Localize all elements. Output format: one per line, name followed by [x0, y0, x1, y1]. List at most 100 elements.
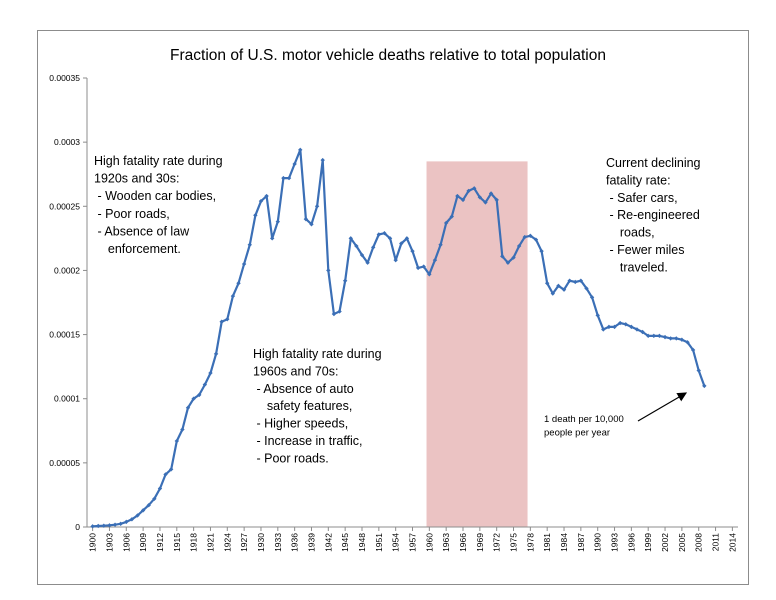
data-point — [241, 261, 247, 267]
data-point — [488, 191, 494, 196]
data-point — [460, 197, 466, 203]
x-tick-label: 1960 — [424, 533, 434, 552]
data-point — [331, 311, 337, 317]
data-point — [679, 337, 685, 342]
data-point — [202, 382, 208, 387]
annotation-arrow — [637, 392, 688, 422]
data-point — [253, 213, 258, 218]
data-point — [236, 281, 241, 286]
x-tick-label: 1999 — [643, 533, 653, 552]
x-tick-label: 1975 — [509, 533, 519, 552]
data-point — [472, 186, 477, 191]
data-point — [617, 320, 623, 326]
annotation-1-per-10000: 1 death per 10,000 people per year — [544, 414, 624, 439]
data-point — [573, 279, 578, 285]
data-point — [365, 260, 370, 265]
annotation-1920s-30s: High fatality rate during 1920s and 30s: … — [94, 154, 223, 256]
data-point — [213, 351, 219, 357]
data-point — [309, 222, 314, 227]
x-tick-label: 2002 — [660, 533, 670, 552]
data-point — [157, 486, 163, 491]
data-point — [410, 248, 415, 254]
x-tick-label: 1963 — [441, 533, 451, 552]
x-tick-label: 2005 — [677, 533, 687, 552]
data-point — [584, 286, 589, 291]
series-line — [92, 148, 706, 528]
x-tick-label: 1933 — [273, 533, 283, 552]
data-point — [612, 324, 617, 330]
data-point — [286, 175, 292, 181]
y-tick-label: 0.00015 — [49, 330, 80, 340]
data-point — [96, 523, 101, 529]
data-point — [640, 329, 645, 335]
data-point — [550, 291, 556, 296]
data-point — [359, 252, 365, 258]
data-point — [443, 220, 449, 226]
data-point — [421, 264, 426, 269]
data-point — [415, 265, 421, 271]
x-tick-label: 1912 — [155, 533, 165, 552]
data-point — [494, 197, 499, 203]
data-point — [634, 327, 640, 332]
data-point — [646, 333, 651, 339]
data-point — [404, 236, 410, 241]
data-point — [662, 334, 668, 340]
data-point — [107, 523, 112, 528]
data-point — [696, 368, 701, 373]
highlight-band-1960s-70s — [426, 161, 528, 527]
x-tick-label: 1957 — [408, 533, 418, 552]
data-point — [505, 260, 511, 265]
data-point — [197, 392, 202, 398]
x-tick-label: 1900 — [88, 533, 98, 552]
data-point — [432, 257, 438, 263]
x-tick-label: 1978 — [525, 533, 535, 552]
x-tick-label: 1972 — [492, 533, 502, 552]
data-point — [191, 396, 196, 401]
x-tick-label: 1981 — [542, 533, 552, 552]
x-tick-label: 1987 — [576, 533, 586, 552]
x-tick-label: 1996 — [626, 533, 636, 552]
x-tick-label: 1924 — [222, 533, 232, 552]
data-point — [112, 522, 118, 527]
x-tick-label: 1939 — [306, 533, 316, 552]
data-point — [427, 272, 432, 277]
y-tick-label: 0.00005 — [49, 458, 80, 468]
data-point — [281, 175, 286, 181]
data-point — [174, 438, 179, 444]
x-tick-label: 1969 — [475, 533, 485, 552]
data-point — [556, 283, 561, 289]
data-point — [258, 198, 264, 204]
data-point — [382, 231, 387, 236]
x-tick-label: 1921 — [205, 533, 215, 552]
data-point — [578, 278, 584, 283]
data-point — [651, 333, 657, 339]
data-point — [685, 340, 690, 345]
y-tick-label: 0 — [75, 522, 80, 532]
data-point — [657, 333, 662, 339]
data-point — [292, 161, 297, 167]
x-tick-label: 1993 — [610, 533, 620, 552]
data-point — [225, 316, 230, 322]
x-tick-label: 1945 — [340, 533, 350, 552]
x-tick-label: 1954 — [391, 533, 401, 552]
data-point — [387, 236, 393, 241]
data-point — [90, 524, 95, 529]
y-tick-label: 0.00035 — [49, 73, 80, 83]
data-point — [208, 370, 213, 376]
data-point — [690, 347, 696, 353]
data-point — [247, 242, 252, 247]
data-point — [264, 193, 269, 199]
data-point — [140, 508, 146, 513]
x-tick-label: 2014 — [727, 533, 737, 552]
data-point — [393, 257, 398, 263]
x-tick-label: 1948 — [357, 533, 367, 552]
annotation-1960s-70s: High fatality rate during 1960s and 70s: … — [253, 347, 382, 465]
data-point — [371, 245, 376, 250]
data-point — [298, 147, 303, 153]
data-point — [303, 216, 309, 222]
data-point — [623, 322, 628, 327]
x-tick-label: 1918 — [189, 533, 199, 552]
x-tick-label: 1966 — [458, 533, 468, 552]
data-point — [348, 236, 353, 241]
data-point — [101, 523, 107, 528]
